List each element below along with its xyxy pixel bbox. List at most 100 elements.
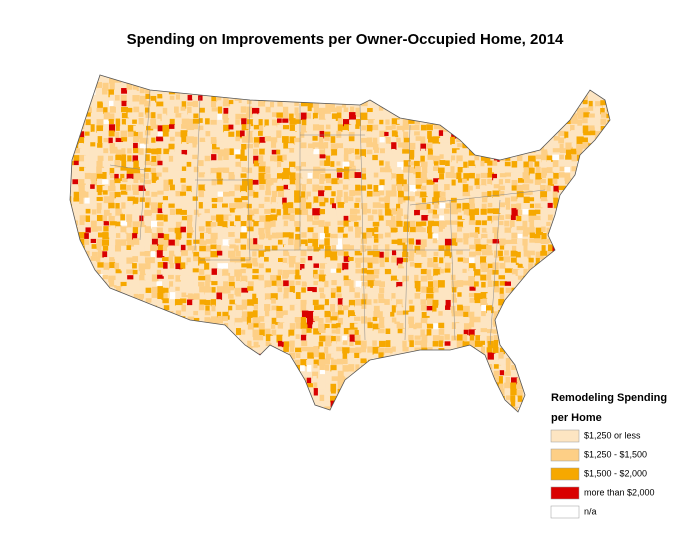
county — [385, 328, 392, 334]
county — [253, 160, 260, 167]
county — [252, 232, 261, 239]
county — [223, 142, 228, 149]
county — [349, 359, 357, 366]
county — [186, 124, 195, 131]
county — [259, 143, 266, 150]
county — [456, 196, 463, 204]
county — [216, 299, 221, 307]
county — [409, 173, 414, 181]
county — [216, 184, 221, 189]
county — [439, 191, 446, 197]
county — [492, 329, 498, 334]
county — [367, 317, 372, 325]
county — [186, 287, 191, 296]
county — [343, 215, 349, 224]
county — [193, 256, 199, 262]
county — [475, 202, 480, 210]
county — [79, 215, 87, 221]
county — [426, 172, 434, 178]
county — [313, 149, 319, 155]
county — [451, 251, 457, 258]
county — [90, 167, 98, 172]
county — [276, 317, 282, 322]
county — [373, 215, 381, 223]
county — [186, 257, 191, 266]
county — [349, 190, 355, 197]
county — [301, 310, 309, 319]
county — [361, 334, 367, 343]
county — [306, 359, 314, 366]
county — [469, 257, 475, 265]
county — [138, 293, 145, 299]
county — [199, 293, 205, 302]
county — [343, 124, 352, 131]
county — [535, 166, 541, 173]
county — [510, 172, 519, 178]
county — [439, 239, 446, 247]
county — [385, 340, 391, 348]
county — [109, 179, 116, 187]
county — [337, 190, 343, 198]
county — [210, 263, 215, 270]
county — [241, 251, 248, 259]
county — [433, 275, 442, 281]
county — [108, 124, 116, 132]
county — [318, 274, 327, 282]
county — [426, 185, 434, 193]
county — [169, 286, 176, 291]
county — [319, 389, 325, 397]
county — [360, 155, 365, 164]
county — [468, 311, 476, 318]
county — [199, 263, 206, 269]
county — [391, 184, 396, 192]
county — [403, 191, 412, 197]
county — [103, 107, 108, 114]
county — [306, 275, 312, 283]
county — [283, 167, 291, 176]
county — [360, 358, 367, 364]
county — [108, 202, 115, 209]
county — [253, 173, 259, 178]
county — [198, 184, 206, 191]
county — [474, 238, 481, 245]
county — [192, 202, 199, 210]
county — [529, 179, 534, 184]
county — [397, 197, 406, 205]
county — [270, 275, 278, 283]
county — [355, 209, 360, 214]
county — [253, 262, 259, 267]
county — [348, 269, 356, 275]
county — [241, 208, 247, 217]
county — [126, 227, 132, 233]
county — [337, 250, 344, 256]
county — [480, 160, 485, 167]
county — [133, 106, 140, 113]
county — [553, 203, 560, 209]
county — [510, 377, 518, 385]
county — [420, 329, 425, 337]
county — [450, 185, 458, 191]
county — [91, 203, 98, 212]
county — [367, 154, 373, 159]
county — [505, 179, 511, 184]
county — [295, 184, 302, 191]
county — [108, 137, 113, 144]
county — [439, 196, 448, 202]
county — [396, 167, 402, 173]
county — [156, 179, 163, 186]
county — [510, 215, 516, 221]
county — [451, 280, 460, 289]
county — [558, 185, 566, 191]
county — [277, 155, 284, 162]
county — [174, 184, 183, 192]
county — [301, 244, 306, 252]
county — [565, 142, 574, 150]
county — [511, 161, 519, 168]
county — [331, 335, 336, 343]
county — [385, 161, 390, 168]
county — [505, 166, 511, 174]
county — [180, 106, 186, 111]
county — [415, 172, 422, 179]
county — [487, 316, 495, 321]
county — [324, 287, 331, 295]
